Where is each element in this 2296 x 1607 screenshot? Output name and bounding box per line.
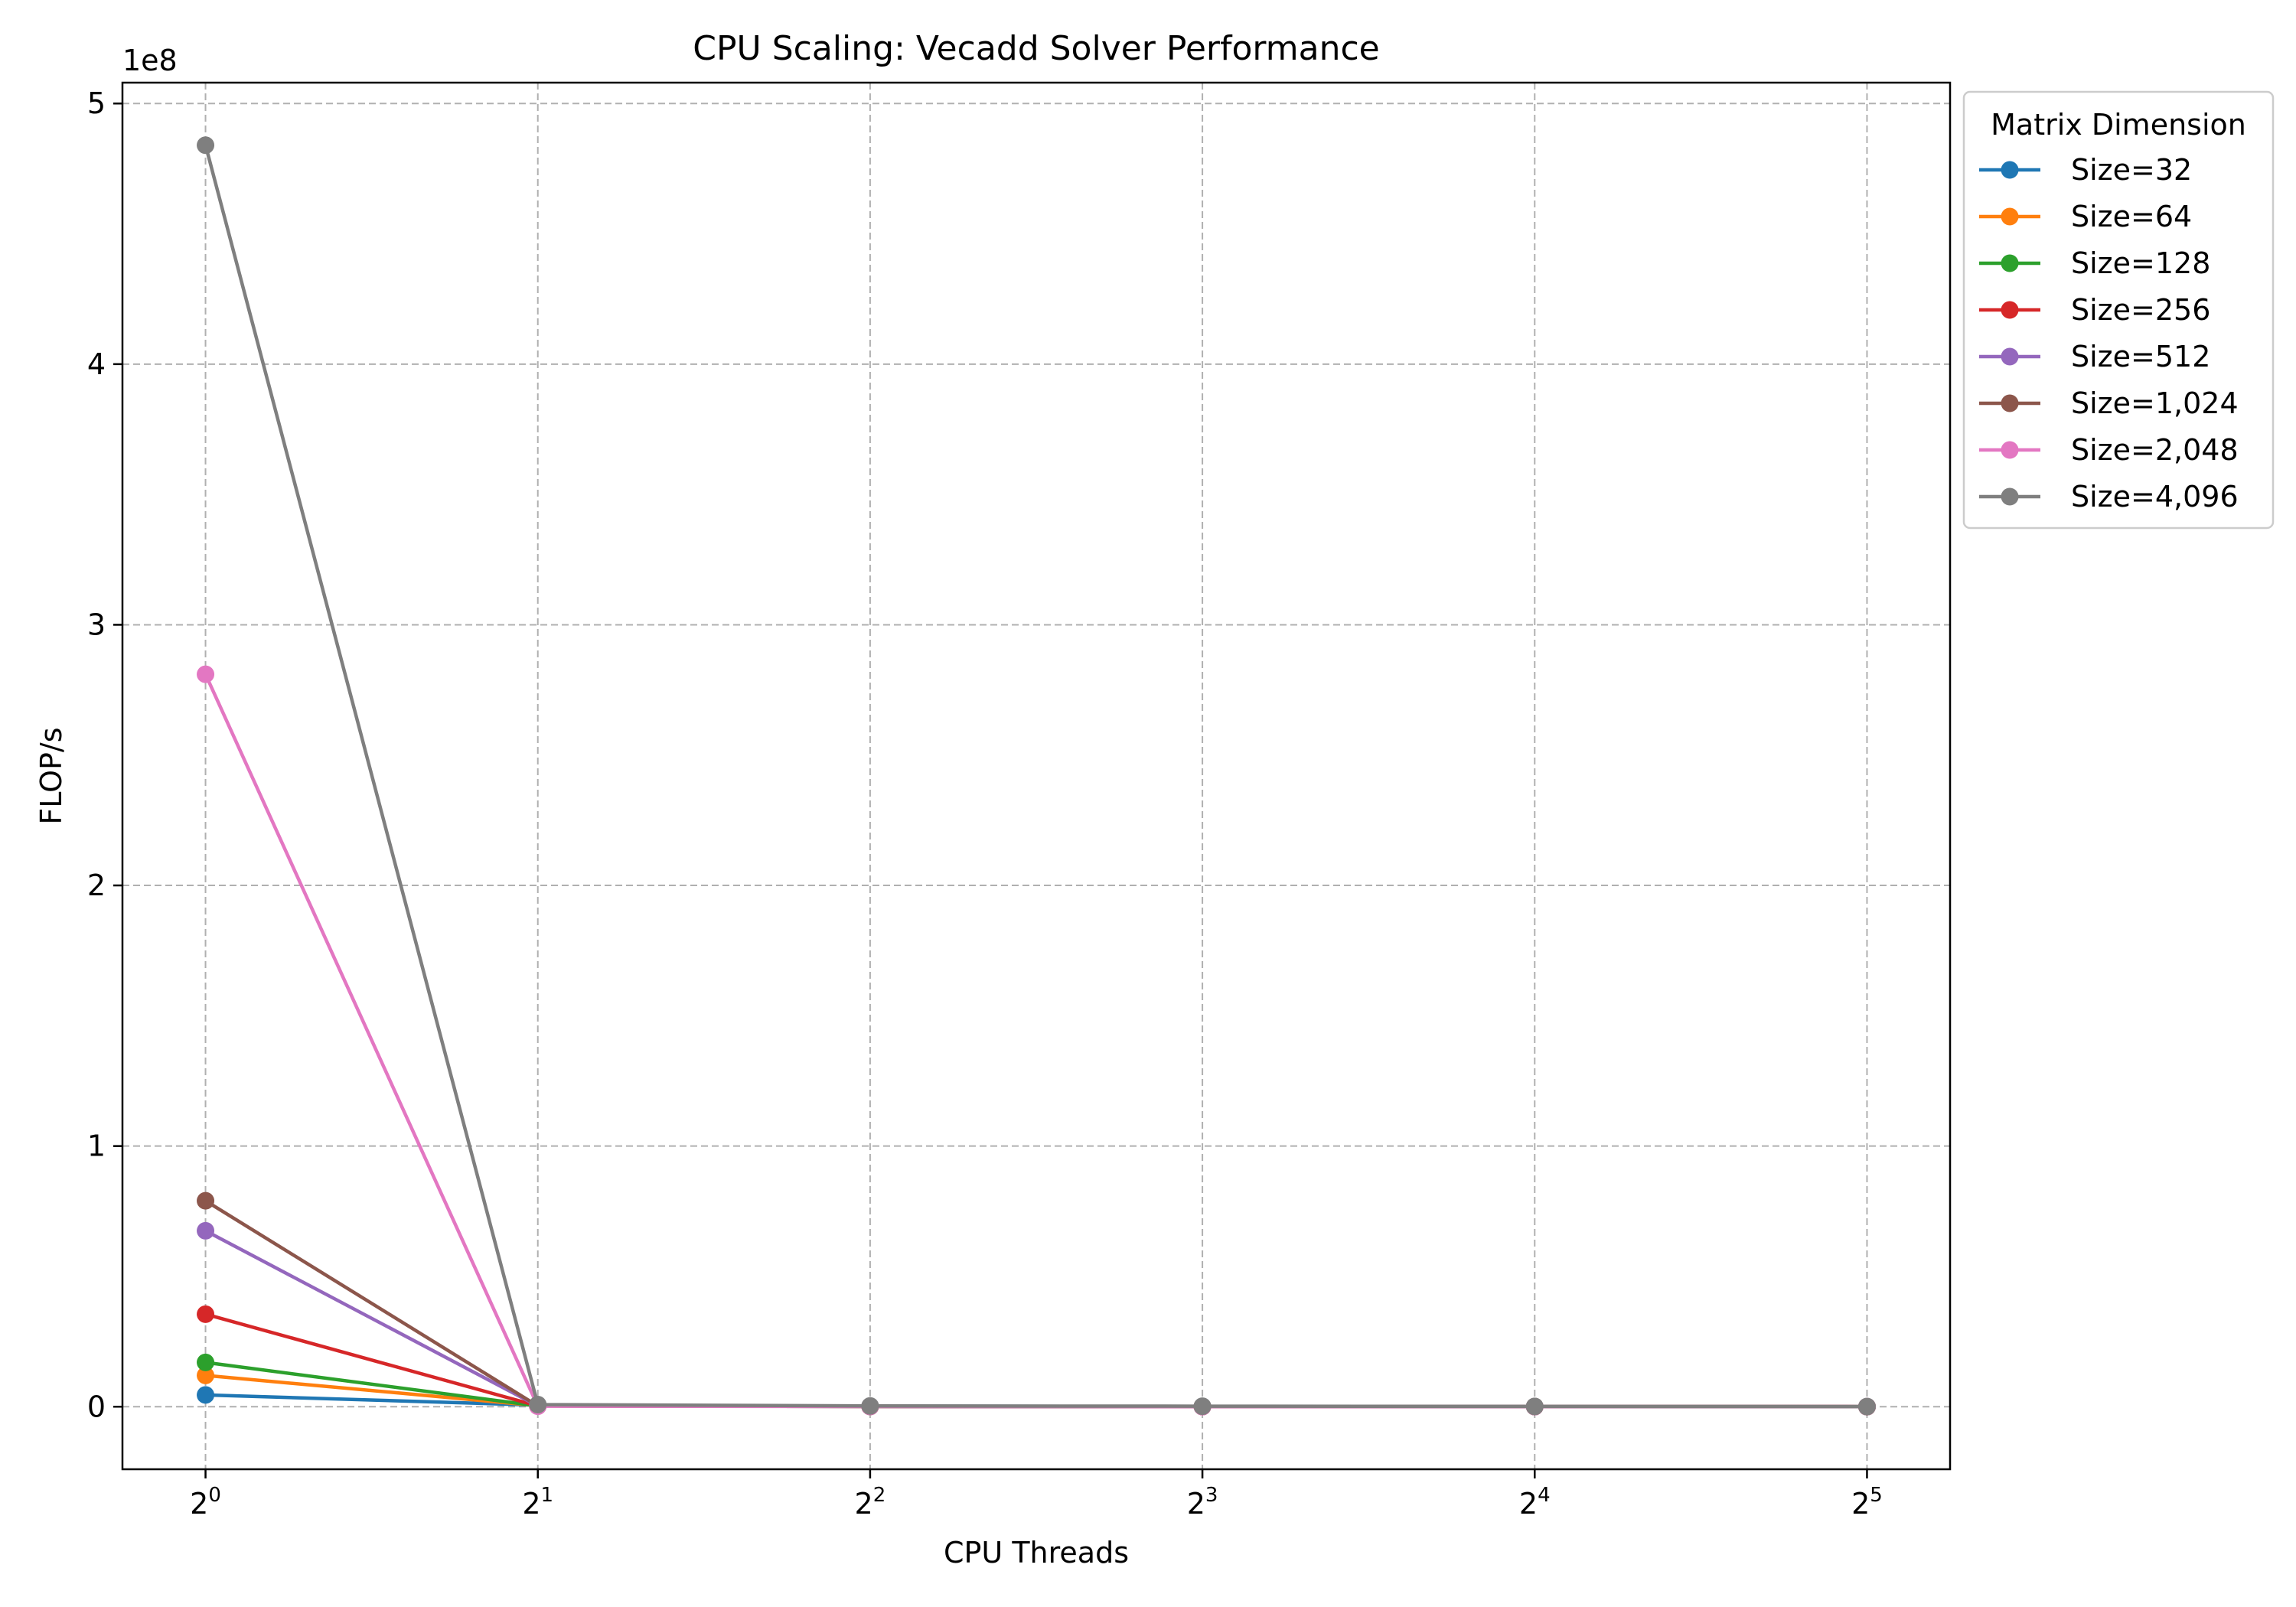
legend-title: Matrix Dimension: [1991, 108, 2246, 142]
legend-box: [1962, 90, 2275, 530]
legend-item: Size=128: [1979, 246, 2210, 280]
x-tick-label-exponent: 4: [1538, 1484, 1551, 1507]
grid: [122, 83, 1950, 1469]
data-point: [197, 136, 215, 155]
x-tick-label-base: 2: [1187, 1487, 1205, 1521]
legend-label: Size=2,048: [2071, 433, 2239, 467]
legend-item: Size=256: [1979, 293, 2210, 327]
y-tick-label: 3: [87, 608, 106, 641]
x-tick-label: 21: [522, 1484, 553, 1521]
data-point: [529, 1396, 547, 1414]
data-point: [197, 1191, 215, 1210]
data-point: [197, 1386, 215, 1404]
legend-item: Size=2,048: [1979, 433, 2239, 467]
x-tick-label-exponent: 5: [1870, 1484, 1883, 1507]
legend: Matrix Dimension Size=32Size=64Size=128S…: [1962, 90, 2275, 530]
data-point: [197, 1366, 215, 1384]
y-tick-label: 5: [87, 86, 106, 120]
legend-label: Size=1,024: [2071, 386, 2239, 420]
x-tick-label-base: 2: [1851, 1487, 1870, 1521]
x-axis: 20 21 22 23 24 25: [190, 1469, 1883, 1521]
plot-frame: [121, 81, 1952, 1471]
x-tick-label: 25: [1851, 1484, 1883, 1521]
series-7: [197, 136, 1876, 1416]
legend-swatch-marker: [2001, 394, 2019, 412]
y-tick-label: 1: [87, 1129, 106, 1163]
legend-label: Size=512: [2071, 340, 2210, 373]
legend-label: Size=32: [2071, 153, 2192, 187]
legend-items: Size=32 Size=64 Size=128 Size=256 Size=512 Si…: [1979, 153, 2239, 513]
x-tick-label: 22: [855, 1484, 886, 1521]
x-tick-label: 20: [190, 1484, 221, 1521]
legend-item: Size=64: [1979, 200, 2192, 233]
data-point: [197, 1305, 215, 1323]
data-point: [1525, 1397, 1544, 1416]
x-tick-label-exponent: 2: [873, 1484, 886, 1507]
legend-swatch-marker: [2001, 347, 2019, 366]
y-tick-label: 0: [87, 1390, 106, 1423]
legend-item: Size=32: [1979, 153, 2192, 187]
legend-item: Size=1,024: [1979, 386, 2239, 420]
legend-label: Size=256: [2071, 293, 2210, 327]
y-axis: 0 1 2 3 4 5: [87, 86, 122, 1423]
chart-title: CPU Scaling: Vecadd Solver Performance: [693, 29, 1379, 68]
legend-swatch-marker: [2001, 487, 2019, 506]
legend-item: Size=512: [1979, 340, 2210, 373]
data-point: [197, 1221, 215, 1240]
y-tick-label: 4: [87, 347, 106, 381]
data-point: [1857, 1397, 1876, 1416]
x-tick-label-base: 2: [855, 1487, 873, 1521]
x-tick-label: 24: [1519, 1484, 1551, 1521]
x-tick-label-base: 2: [522, 1487, 540, 1521]
y-axis-label: FLOP/s: [34, 727, 68, 824]
y-tick-label: 2: [87, 869, 106, 902]
x-axis-label: CPU Threads: [944, 1536, 1129, 1570]
y-offset-label: 1e8: [122, 44, 178, 77]
data-point: [197, 1353, 215, 1371]
legend-label: Size=64: [2071, 200, 2192, 233]
data-point: [197, 665, 215, 683]
legend-swatch-marker: [2001, 301, 2019, 319]
legend-swatch-marker: [2001, 254, 2019, 272]
x-tick-label: 23: [1187, 1484, 1218, 1521]
series-layer: [197, 136, 1876, 1416]
legend-swatch-marker: [2001, 207, 2019, 226]
x-tick-label-base: 2: [1519, 1487, 1538, 1521]
x-tick-label-exponent: 3: [1205, 1484, 1218, 1507]
series-line: [204, 145, 1867, 1409]
data-point: [1193, 1397, 1212, 1416]
legend-label: Size=4,096: [2071, 480, 2239, 513]
legend-swatch-marker: [2001, 161, 2019, 179]
x-tick-label-base: 2: [190, 1487, 208, 1521]
x-tick-label-exponent: 0: [208, 1484, 221, 1507]
legend-item: Size=4,096: [1979, 480, 2239, 513]
legend-label: Size=128: [2071, 246, 2210, 280]
data-point: [861, 1397, 879, 1415]
x-tick-label-exponent: 1: [541, 1484, 554, 1507]
legend-swatch-marker: [2001, 441, 2019, 459]
